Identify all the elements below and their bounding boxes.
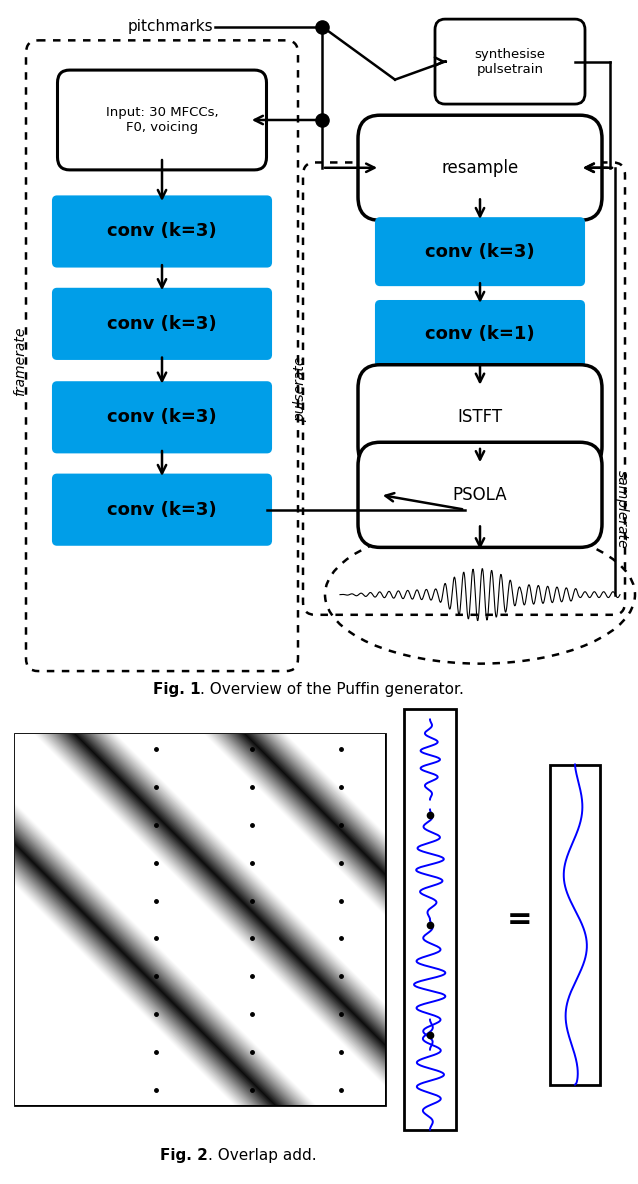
Text: samplerate: samplerate xyxy=(615,470,629,549)
Text: conv (k=3): conv (k=3) xyxy=(107,408,217,426)
Bar xyxy=(404,709,456,1130)
Point xyxy=(317,110,327,129)
Text: pulserate: pulserate xyxy=(293,358,307,423)
FancyBboxPatch shape xyxy=(435,19,585,104)
Text: . Overview of the Puffin generator.: . Overview of the Puffin generator. xyxy=(200,682,464,696)
Point xyxy=(317,17,327,36)
FancyBboxPatch shape xyxy=(358,365,602,470)
Text: Input: 30 MFCCs,
F0, voicing: Input: 30 MFCCs, F0, voicing xyxy=(106,107,218,134)
FancyBboxPatch shape xyxy=(53,475,271,545)
Text: . Overlap add.: . Overlap add. xyxy=(208,1148,316,1163)
Bar xyxy=(15,734,385,1105)
Text: conv (k=3): conv (k=3) xyxy=(107,501,217,519)
Text: conv (k=3): conv (k=3) xyxy=(107,223,217,240)
FancyBboxPatch shape xyxy=(53,289,271,359)
FancyBboxPatch shape xyxy=(53,197,271,266)
Text: synthesise
pulsetrain: synthesise pulsetrain xyxy=(475,47,545,76)
Text: ISTFT: ISTFT xyxy=(457,408,503,426)
Text: PSOLA: PSOLA xyxy=(453,485,507,504)
Text: conv (k=3): conv (k=3) xyxy=(425,243,535,260)
Text: Fig. 1: Fig. 1 xyxy=(152,682,200,696)
Text: conv (k=1): conv (k=1) xyxy=(425,326,535,343)
FancyBboxPatch shape xyxy=(53,382,271,452)
FancyBboxPatch shape xyxy=(57,70,267,169)
Bar xyxy=(550,765,600,1085)
Text: framerate: framerate xyxy=(13,327,27,395)
Text: Fig. 2: Fig. 2 xyxy=(160,1148,208,1163)
Text: =: = xyxy=(507,905,533,934)
FancyBboxPatch shape xyxy=(376,301,584,368)
Text: pitchmarks: pitchmarks xyxy=(127,19,213,34)
Text: resample: resample xyxy=(441,159,519,176)
FancyBboxPatch shape xyxy=(376,218,584,285)
FancyBboxPatch shape xyxy=(358,443,602,547)
Text: conv (k=3): conv (k=3) xyxy=(107,315,217,333)
FancyBboxPatch shape xyxy=(358,115,602,220)
